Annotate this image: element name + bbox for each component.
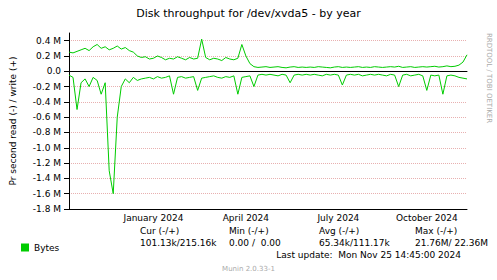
svg-text:Min (-/+): Min (-/+)	[229, 226, 269, 236]
svg-text:-0.6 M: -0.6 M	[33, 112, 61, 122]
svg-text:April 2024: April 2024	[223, 213, 270, 223]
svg-text:Avg (-/+): Avg (-/+)	[319, 226, 359, 236]
svg-text:January 2024: January 2024	[122, 213, 183, 223]
svg-text:-1.2 M: -1.2 M	[33, 158, 61, 168]
svg-text:-1.4 M: -1.4 M	[33, 173, 61, 183]
svg-text:0.2 M: 0.2 M	[36, 51, 61, 61]
svg-text:Munin 2.0.33-1: Munin 2.0.33-1	[222, 265, 275, 273]
svg-text:-0.2 M: -0.2 M	[33, 82, 61, 92]
svg-text:October 2024: October 2024	[396, 213, 458, 223]
svg-text:July 2024: July 2024	[316, 213, 359, 223]
svg-text:-1.8 M: -1.8 M	[33, 204, 61, 214]
svg-text:RRDTOOL / TOBI OETIKER: RRDTOOL / TOBI OETIKER	[485, 33, 493, 123]
svg-text:-1.6 M: -1.6 M	[33, 189, 61, 199]
svg-text:0.0: 0.0	[47, 66, 62, 76]
svg-text:Cur (-/+): Cur (-/+)	[140, 226, 179, 236]
svg-text:101.13k/215.16k: 101.13k/215.16k	[140, 238, 217, 248]
svg-text:Pr second read (-) / write (+): Pr second read (-) / write (+)	[8, 57, 18, 186]
svg-text:21.76M/ 22.36M: 21.76M/ 22.36M	[415, 238, 488, 248]
svg-text:-0.8 M: -0.8 M	[33, 127, 61, 137]
svg-text:Disk throughput for /dev/xvda5: Disk throughput for /dev/xvda5 - by year	[136, 7, 361, 20]
svg-text:Bytes: Bytes	[34, 243, 60, 253]
svg-text:0.4 M: 0.4 M	[36, 36, 61, 46]
svg-text:-1.0 M: -1.0 M	[33, 143, 61, 153]
svg-text:Last update: Mon Nov 25 14:45: Last update: Mon Nov 25 14:45:00 2024	[276, 250, 461, 260]
svg-text:0.00 / 0.00: 0.00 / 0.00	[229, 238, 281, 248]
svg-text:-0.4 M: -0.4 M	[33, 97, 61, 107]
svg-text:Max (-/+): Max (-/+)	[415, 226, 457, 236]
svg-text:65.34k/111.17k: 65.34k/111.17k	[319, 238, 391, 248]
